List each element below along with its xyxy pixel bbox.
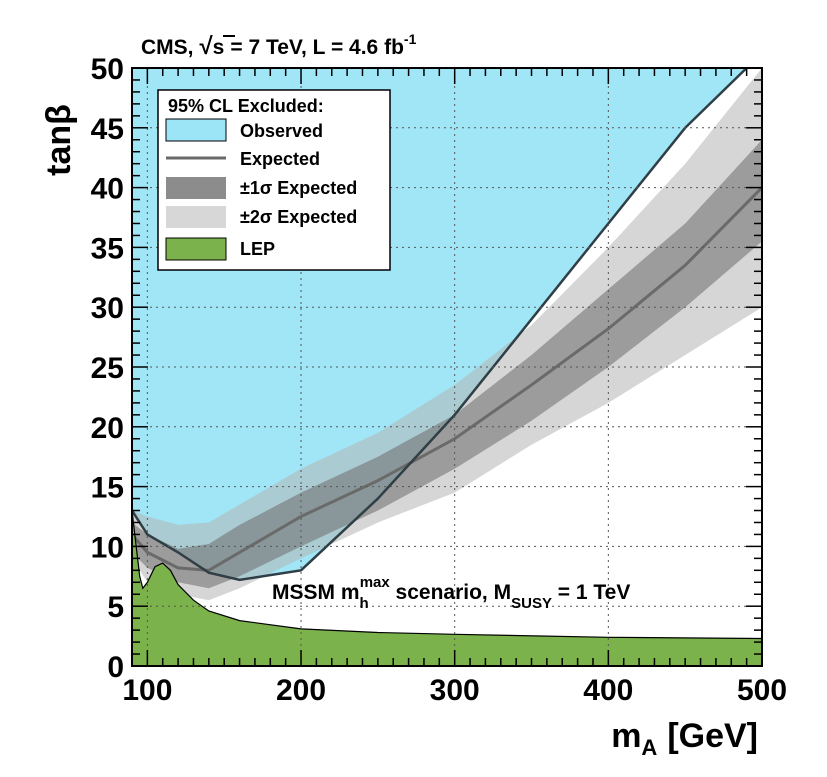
y-tick-label: 20 bbox=[91, 412, 124, 445]
legend-swatch-one-sigma bbox=[166, 177, 226, 199]
legend-title: 95% CL Excluded: bbox=[168, 96, 324, 116]
observed-boundary-line bbox=[132, 68, 748, 582]
y-tick-label: 5 bbox=[107, 591, 124, 624]
axis-ticks bbox=[131, 67, 763, 667]
legend-label-one-sigma: ±1σ Expected bbox=[240, 178, 357, 198]
legend-label-expected: Expected bbox=[240, 149, 320, 169]
legend-label-lep: LEP bbox=[240, 239, 275, 259]
x-tick-label: 500 bbox=[737, 674, 787, 707]
y-axis-title: tanβ bbox=[40, 104, 78, 176]
x-tick-label: 200 bbox=[276, 674, 326, 707]
legend: 95% CL Excluded: Observed Expected ±1σ E… bbox=[157, 89, 391, 271]
y-tick-label: 50 bbox=[91, 53, 124, 86]
legend-swatch-observed bbox=[165, 118, 227, 142]
x-tick-label: 100 bbox=[122, 674, 172, 707]
legend-swatch-two-sigma bbox=[166, 206, 226, 228]
y-tick-label: 15 bbox=[91, 472, 124, 505]
y-tick-label: 10 bbox=[91, 531, 124, 564]
sqrt-s-symbol: s bbox=[213, 36, 225, 59]
lep-excluded-region bbox=[132, 510, 762, 666]
grid bbox=[132, 68, 762, 666]
scenario-annotation: MSSM mhmax scenario, MSUSY = 1 TeV bbox=[272, 574, 630, 612]
chart-header: CMS, √s = 7 TeV, L = 4.6 fb-1 bbox=[141, 31, 417, 60]
y-tick-label: 45 bbox=[91, 113, 124, 146]
x-tick-label: 300 bbox=[430, 674, 480, 707]
y-tick-label: 25 bbox=[91, 352, 124, 385]
legend-label-observed: Observed bbox=[240, 121, 323, 141]
y-tick-labels: 0 5 10 15 20 25 30 35 40 45 50 bbox=[91, 53, 124, 684]
y-tick-label: 35 bbox=[91, 232, 124, 265]
x-axis-title: mA [GeV] bbox=[611, 717, 758, 760]
x-tick-label: 400 bbox=[583, 674, 633, 707]
legend-swatch-lep bbox=[165, 237, 227, 261]
y-tick-label: 30 bbox=[91, 292, 124, 325]
y-tick-label: 0 bbox=[107, 651, 124, 684]
x-tick-labels: 100 200 300 400 500 bbox=[122, 674, 787, 707]
expected-line bbox=[132, 186, 762, 572]
legend-label-two-sigma: ±2σ Expected bbox=[240, 207, 357, 227]
y-tick-label: 40 bbox=[91, 173, 124, 206]
